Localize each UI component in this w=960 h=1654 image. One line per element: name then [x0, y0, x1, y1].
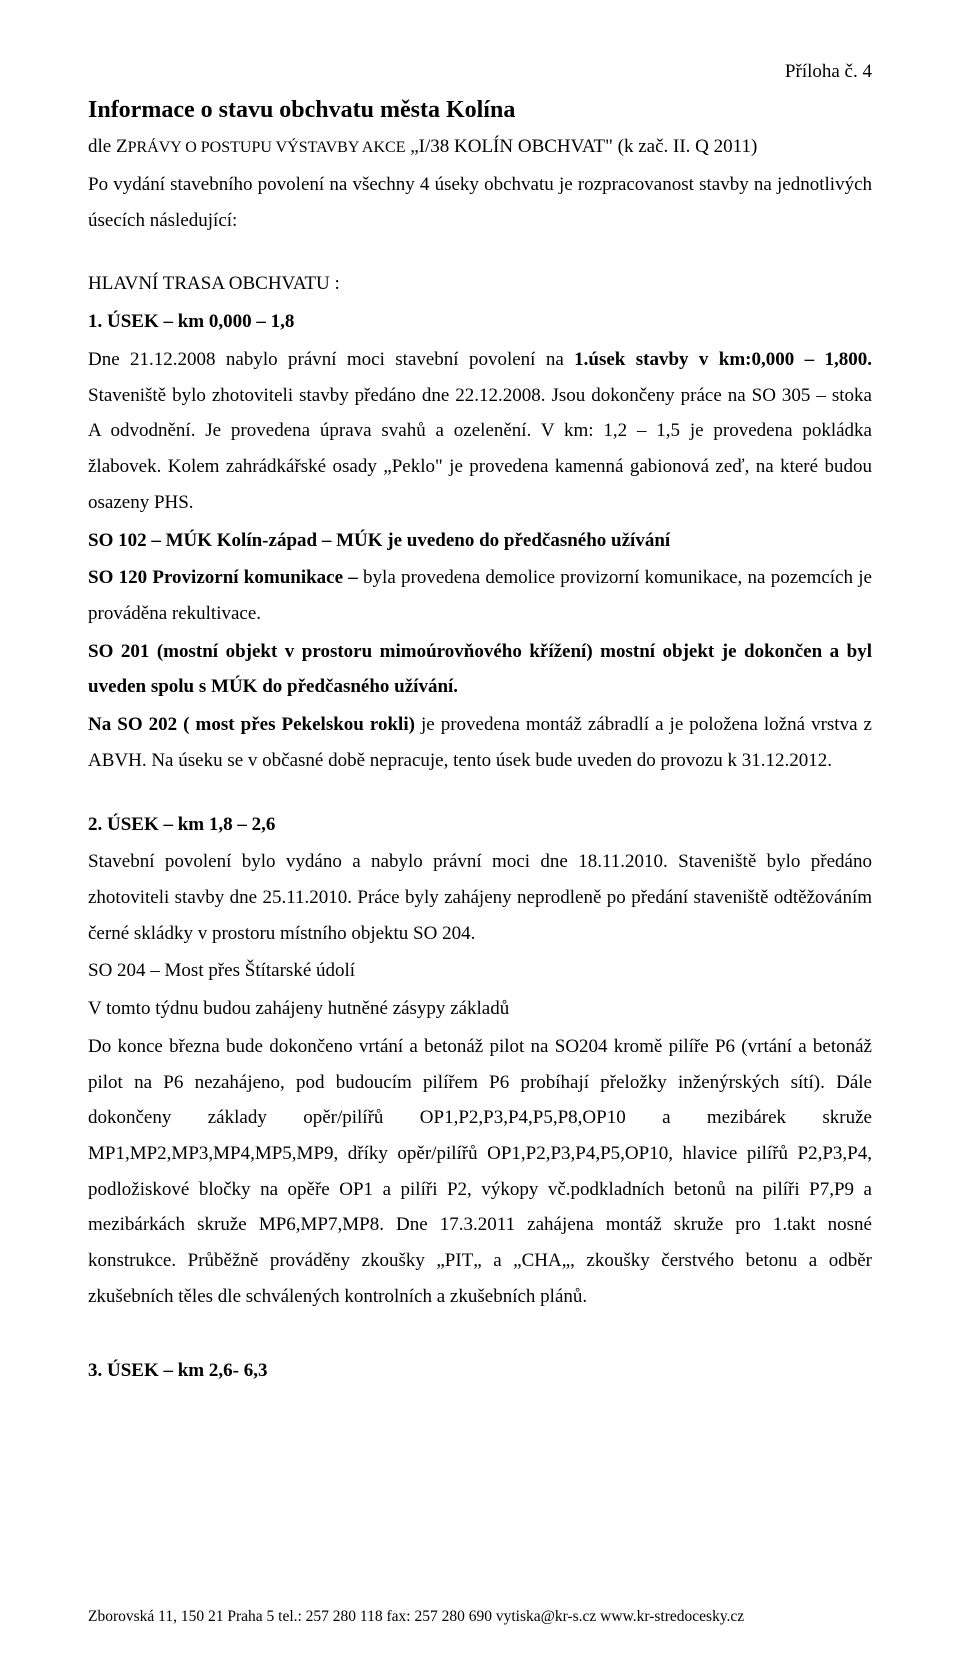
s1-p1-c: Staveniště bylo zhotoviteli stavby předá…	[88, 385, 872, 513]
intro-paragraph: Po vydání stavebního povolení na všechny…	[88, 167, 872, 238]
so-120: SO 120 Provizorní komunikace – byla prov…	[88, 560, 872, 631]
appendix-label: Příloha č. 4	[88, 54, 872, 90]
page-footer: Zborovská 11, 150 21 Praha 5 tel.: 257 2…	[88, 1608, 744, 1627]
s1-p1-a: Dne 21.12.2008 nabylo právní moci staveb…	[88, 349, 574, 370]
so-202-a: Na SO 202 ( most přes Pekelskou rokli)	[88, 714, 421, 735]
subtitle-caps: PRÁVY O POSTUPU VÝSTAVBY AKCE	[128, 139, 406, 156]
section-2-paragraph-3: V tomto týdnu budou zahájeny hutněné zás…	[88, 991, 872, 1027]
section-3-heading: 3. ÚSEK – km 2,6- 6,3	[88, 1353, 872, 1389]
subtitle-suffix: „I/38 KOLÍN OBCHVAT" (k zač. II. Q 2011)	[405, 136, 757, 157]
s1-p1-b: 1.úsek stavby v km:0,000 – 1,800.	[574, 349, 872, 370]
section-2-paragraph-4: Do konce března bude dokončeno vrtání a …	[88, 1029, 872, 1315]
document-title: Informace o stavu obchvatu města Kolína	[88, 94, 872, 128]
subtitle: dle ZPRÁVY O POSTUPU VÝSTAVBY AKCE „I/38…	[88, 129, 872, 165]
section-1-heading: 1. ÚSEK – km 0,000 – 1,8	[88, 304, 872, 340]
so-201: SO 201 (mostní objekt v prostoru mimoúro…	[88, 634, 872, 705]
section-2-heading: 2. ÚSEK – km 1,8 – 2,6	[88, 807, 872, 843]
so-120-a: SO 120 Provizorní komunikace –	[88, 567, 363, 588]
section-1-paragraph-1: Dne 21.12.2008 nabylo právní moci staveb…	[88, 342, 872, 521]
section-2-paragraph-2: SO 204 – Most přes Štítarské údolí	[88, 953, 872, 989]
so-202: Na SO 202 ( most přes Pekelskou rokli) j…	[88, 707, 872, 778]
so-102: SO 102 – MÚK Kolín-západ – MÚK je uveden…	[88, 523, 872, 559]
subtitle-prefix: dle Z	[88, 136, 128, 157]
main-trace-heading: HLAVNÍ TRASA OBCHVATU :	[88, 266, 872, 302]
section-2-paragraph-1: Stavební povolení bylo vydáno a nabylo p…	[88, 844, 872, 951]
